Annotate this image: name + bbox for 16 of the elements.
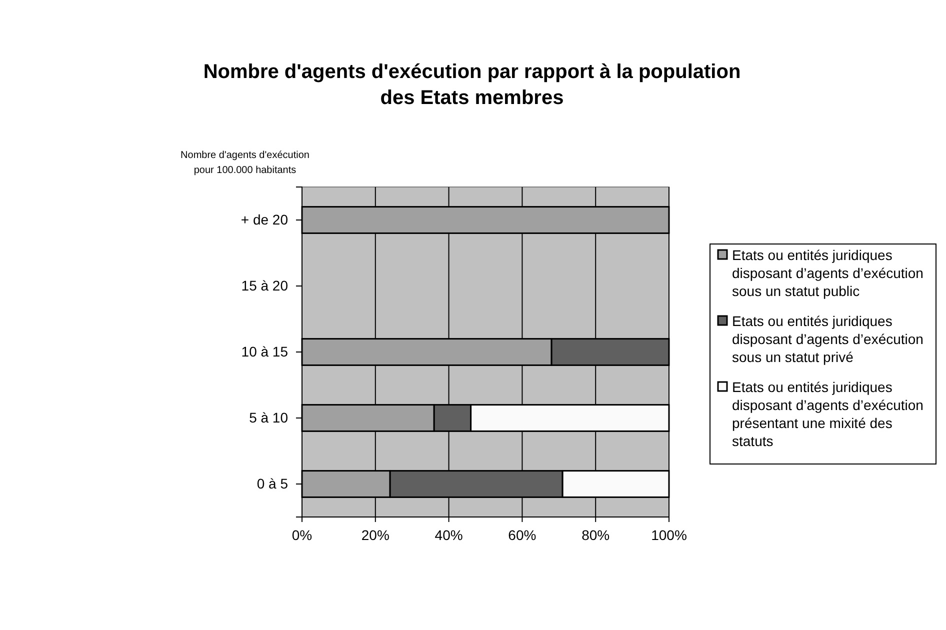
x-tick-label: 0% — [292, 526, 312, 543]
y-tick-label: 10 à 15 — [241, 343, 288, 360]
chart-title: Nombre d'agents d'exécution par rapport à la population des Etats membres — [203, 61, 741, 109]
y-tick-label: + de 20 — [240, 211, 288, 228]
y-axis-title: Nombre d'agents d'exécution pour 100.000 habitants — [180, 150, 310, 176]
x-tick-label: 100% — [651, 526, 687, 543]
x-tick-label: 40% — [434, 526, 463, 543]
legend-label: Etats ou entités juridiques disposant d’agents d’exécution sous un statut public — [732, 247, 924, 299]
y-tick-label: 15 à 20 — [241, 277, 288, 294]
x-tick-label: 20% — [361, 526, 390, 543]
y-tick-label: 0 à 5 — [256, 475, 288, 492]
legend-label: Etats ou entités juridiques disposant d’agents d’exécution sous un statut privé — [732, 313, 924, 365]
legend-label: Etats ou entités juridiques disposant d’agents d’exécution présentant une mixité des statuts — [732, 379, 924, 449]
x-tick-label: 60% — [508, 526, 536, 543]
y-tick-label: 5 à 10 — [249, 409, 288, 426]
x-tick-label: 80% — [582, 526, 610, 543]
